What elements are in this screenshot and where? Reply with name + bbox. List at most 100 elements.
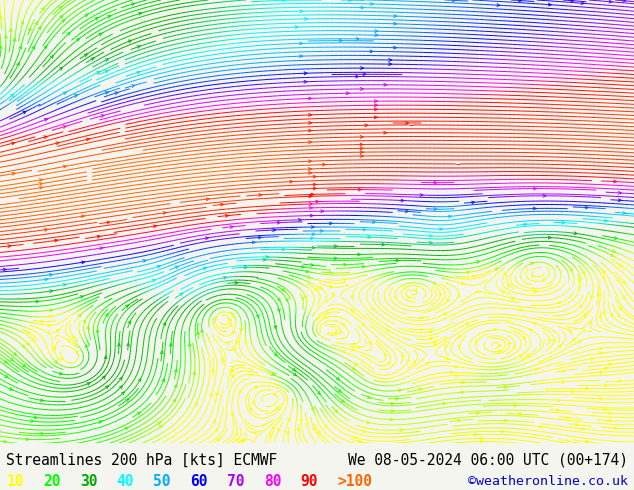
FancyArrowPatch shape: [87, 383, 90, 385]
FancyArrowPatch shape: [193, 372, 196, 375]
FancyArrowPatch shape: [324, 316, 327, 318]
FancyArrowPatch shape: [235, 341, 238, 343]
FancyArrowPatch shape: [505, 419, 507, 422]
FancyArrowPatch shape: [581, 427, 584, 430]
FancyArrowPatch shape: [353, 367, 355, 370]
FancyArrowPatch shape: [433, 281, 436, 284]
FancyArrowPatch shape: [384, 83, 387, 86]
FancyArrowPatch shape: [572, 339, 575, 342]
FancyArrowPatch shape: [100, 247, 103, 249]
FancyArrowPatch shape: [13, 38, 16, 41]
FancyArrowPatch shape: [137, 71, 140, 74]
FancyArrowPatch shape: [576, 423, 578, 426]
FancyArrowPatch shape: [605, 367, 607, 370]
FancyArrowPatch shape: [372, 308, 375, 311]
FancyArrowPatch shape: [210, 393, 212, 396]
FancyArrowPatch shape: [590, 358, 593, 360]
FancyArrowPatch shape: [39, 187, 42, 189]
FancyArrowPatch shape: [137, 412, 140, 415]
FancyArrowPatch shape: [60, 372, 62, 375]
FancyArrowPatch shape: [217, 439, 220, 441]
Text: 30: 30: [80, 474, 98, 489]
FancyArrowPatch shape: [406, 122, 408, 124]
FancyArrowPatch shape: [502, 291, 505, 294]
FancyArrowPatch shape: [617, 279, 619, 282]
FancyArrowPatch shape: [49, 290, 53, 293]
FancyArrowPatch shape: [358, 253, 361, 256]
FancyArrowPatch shape: [338, 389, 341, 392]
FancyArrowPatch shape: [351, 310, 354, 313]
FancyArrowPatch shape: [270, 434, 273, 437]
FancyArrowPatch shape: [0, 16, 3, 19]
FancyArrowPatch shape: [476, 412, 479, 415]
FancyArrowPatch shape: [285, 298, 288, 301]
FancyArrowPatch shape: [36, 300, 39, 303]
FancyArrowPatch shape: [229, 318, 231, 321]
Text: We 08-05-2024 06:00 UTC (00+174): We 08-05-2024 06:00 UTC (00+174): [347, 453, 628, 468]
FancyArrowPatch shape: [174, 369, 178, 372]
FancyArrowPatch shape: [403, 287, 406, 290]
FancyArrowPatch shape: [276, 407, 279, 410]
FancyArrowPatch shape: [278, 221, 280, 224]
FancyArrowPatch shape: [235, 432, 238, 435]
FancyArrowPatch shape: [622, 295, 624, 299]
FancyArrowPatch shape: [476, 290, 479, 292]
FancyArrowPatch shape: [44, 228, 48, 231]
FancyArrowPatch shape: [370, 341, 372, 344]
FancyArrowPatch shape: [508, 284, 510, 287]
FancyArrowPatch shape: [571, 390, 574, 393]
FancyArrowPatch shape: [102, 376, 105, 379]
FancyArrowPatch shape: [159, 425, 162, 428]
FancyArrowPatch shape: [475, 341, 478, 343]
FancyArrowPatch shape: [419, 388, 422, 391]
FancyArrowPatch shape: [309, 172, 311, 174]
FancyArrowPatch shape: [443, 402, 446, 405]
FancyArrowPatch shape: [602, 270, 605, 273]
FancyArrowPatch shape: [509, 342, 512, 345]
FancyArrowPatch shape: [558, 345, 561, 348]
FancyArrowPatch shape: [61, 20, 65, 23]
FancyArrowPatch shape: [354, 436, 356, 439]
FancyArrowPatch shape: [16, 63, 19, 66]
FancyArrowPatch shape: [250, 408, 252, 411]
FancyArrowPatch shape: [361, 6, 364, 9]
FancyArrowPatch shape: [12, 172, 15, 175]
FancyArrowPatch shape: [429, 242, 432, 244]
FancyArrowPatch shape: [585, 440, 588, 443]
FancyArrowPatch shape: [28, 28, 30, 31]
FancyArrowPatch shape: [540, 425, 543, 428]
Text: 50: 50: [153, 474, 171, 489]
FancyArrowPatch shape: [390, 418, 392, 421]
FancyArrowPatch shape: [455, 365, 458, 368]
FancyArrowPatch shape: [84, 54, 87, 56]
FancyArrowPatch shape: [375, 30, 378, 32]
FancyArrowPatch shape: [387, 362, 390, 365]
FancyArrowPatch shape: [128, 321, 131, 324]
FancyArrowPatch shape: [321, 210, 323, 213]
FancyArrowPatch shape: [63, 92, 66, 95]
FancyArrowPatch shape: [535, 368, 538, 370]
FancyArrowPatch shape: [335, 410, 338, 412]
FancyArrowPatch shape: [59, 6, 62, 9]
FancyArrowPatch shape: [288, 418, 290, 421]
FancyArrowPatch shape: [10, 29, 12, 32]
FancyArrowPatch shape: [360, 136, 363, 138]
FancyArrowPatch shape: [309, 203, 312, 205]
FancyArrowPatch shape: [330, 222, 332, 225]
FancyArrowPatch shape: [41, 320, 44, 323]
FancyArrowPatch shape: [440, 293, 443, 295]
Text: Streamlines 200 hPa [kts] ECMWF: Streamlines 200 hPa [kts] ECMWF: [6, 453, 278, 468]
FancyArrowPatch shape: [238, 391, 241, 394]
FancyArrowPatch shape: [115, 92, 118, 95]
FancyArrowPatch shape: [553, 339, 556, 342]
FancyArrowPatch shape: [340, 331, 343, 334]
FancyArrowPatch shape: [188, 343, 191, 346]
FancyArrowPatch shape: [263, 258, 266, 261]
FancyArrowPatch shape: [583, 271, 585, 274]
FancyArrowPatch shape: [450, 371, 453, 374]
FancyArrowPatch shape: [99, 33, 102, 36]
FancyArrowPatch shape: [105, 386, 108, 389]
FancyArrowPatch shape: [274, 353, 277, 356]
FancyArrowPatch shape: [356, 75, 359, 78]
FancyArrowPatch shape: [105, 71, 108, 73]
